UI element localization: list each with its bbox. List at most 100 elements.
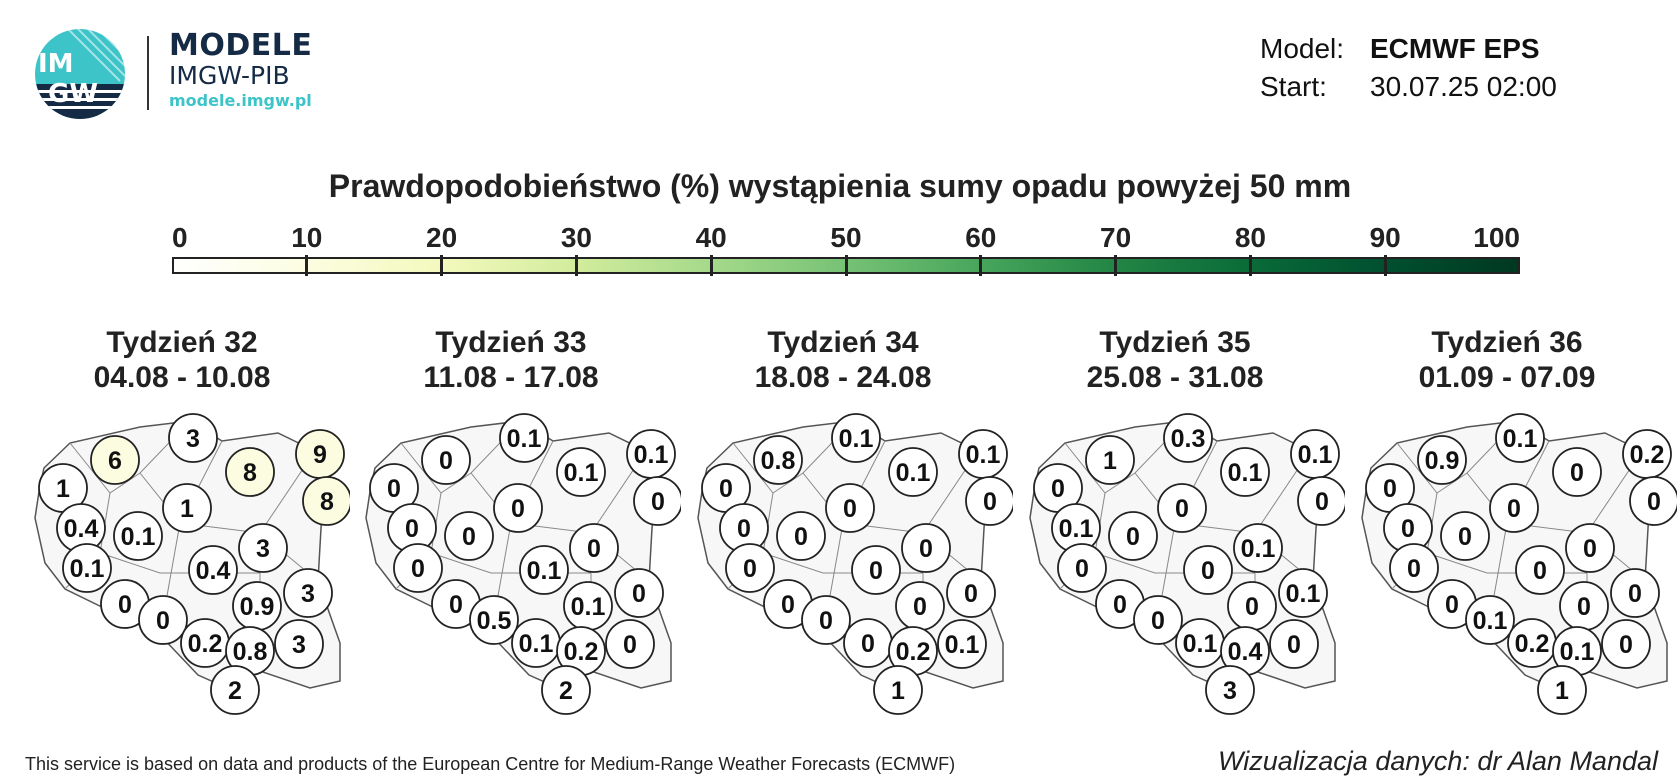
probability-value: 0 [1619,631,1633,659]
probability-circle [1233,523,1283,573]
probability-value: 0.4 [1228,638,1263,666]
region-probability-marker: 2 [541,665,591,715]
probability-circle [725,543,775,593]
probability-value: 1 [180,495,194,523]
region-probability-marker: 0.1 [831,413,881,463]
region-probability-marker: 0 [605,619,655,669]
probability-value: 0.1 [527,557,562,585]
region-probability-marker: 0 [965,476,1013,526]
region-probability-marker: 0 [1269,619,1319,669]
region-probability-marker: 2 [210,665,260,715]
probability-circle [210,665,260,715]
probability-value: 0 [1533,557,1547,585]
probability-circle [801,595,851,645]
region-probability-marker: 0.1 [937,619,987,669]
week-title: Tydzień 35 25.08 - 31.08 [1060,325,1290,395]
probability-value: 0.2 [564,638,599,666]
scale-tick-label: 40 [695,222,727,253]
probability-circle [901,523,951,573]
scale-tick-label: 90 [1369,222,1401,253]
region-probability-marker: 0.1 [1290,429,1340,479]
region-probability-marker: 0 [825,483,875,533]
scale-tick [1114,255,1118,276]
week-number: Tydzień 32 [106,326,258,359]
region-probability-marker: 0.5 [469,595,519,645]
probability-value: 0.1 [1286,580,1321,608]
probability-value: 0 [623,631,637,659]
probability-circle [499,413,549,463]
model-info: Model: ECMWF EPS Start: 30.07.25 02:00 [1260,30,1557,106]
region-probability-marker: 0.2 [888,626,938,676]
region-probability-marker: 0.9 [232,581,282,631]
region-probability-marker: 0.3 [1163,413,1213,463]
scale-tick [709,255,713,276]
region-probability-marker: 0.1 [511,618,561,668]
region-probability-marker: 0.8 [225,626,275,676]
region-probability-marker: 0 [801,595,851,645]
probability-value: 6 [108,447,122,475]
probability-circle [851,545,901,595]
probability-value: 0 [1315,488,1329,516]
probability-circle [1515,545,1565,595]
region-probability-marker: 8 [225,447,275,497]
scale-tick [574,255,578,276]
scale-tick [844,255,848,276]
probability-value: 0 [843,495,857,523]
source-notice: This service is based on data and produc… [25,754,956,774]
probability-value: 0.1 [70,555,105,583]
probability-value: 0 [1401,515,1415,543]
probability-circle [162,483,212,533]
probability-circle [1552,447,1602,497]
region-probability-marker: 0 [421,435,471,485]
week-panel: Tydzień 32 04.08 - 10.08 6 3 1 8 9 8 0.4 0.1 1 3 0.1… [10,325,350,715]
probability-value: 0 [405,515,419,543]
page-title: Prawdopodobieństwo (%) wystąpienia sumy … [328,168,1352,204]
probability-value: 3 [292,631,306,659]
region-probability-marker: 3 [238,523,288,573]
probability-circle [753,435,803,485]
probability-circle [493,483,543,533]
probability-value: 0 [781,591,795,619]
probability-value: 0 [737,515,751,543]
probability-circle [1205,665,1255,715]
region-probability-marker: 0.2 [1507,618,1557,668]
probability-circle [1537,665,1587,715]
probability-value: 0 [719,475,733,503]
region-probability-marker: 0 [569,523,619,573]
probability-value: 1 [891,677,905,705]
probability-value: 0.1 [966,441,1001,469]
region-probability-marker: 0.1 [1175,618,1225,668]
probability-value: 0 [861,630,875,658]
probability-circle [614,568,664,618]
region-border [1396,420,1518,494]
model-value: ECMWF EPS [1370,33,1540,64]
probability-circle [1629,476,1677,526]
scale-tick [979,255,983,276]
week-title: Tydzień 34 18.08 - 24.08 [728,325,958,395]
probability-circle [444,511,494,561]
scale-tick [305,255,309,276]
probability-value: 0.1 [1059,515,1094,543]
week-number: Tydzień 33 [435,326,587,359]
region-probability-marker: 0.2 [1622,429,1672,479]
region-probability-marker: 0.1 [888,447,938,497]
brand-url-link[interactable]: modele.imgw.pl [169,91,312,110]
region-probability-marker: 0 [1515,545,1565,595]
probability-value: 3 [1223,677,1237,705]
scale-tick-label: 10 [291,222,323,253]
scale-tick [1248,255,1252,276]
region-probability-marker: 0.2 [180,618,230,668]
svg-text:GW: GW [48,79,98,109]
probability-value: 0 [1583,535,1597,563]
scale-tick-label: 30 [560,222,592,253]
region-probability-marker: 0 [1365,463,1415,513]
region-probability-marker: 0 [1183,545,1233,595]
week-number: Tydzień 36 [1431,326,1583,359]
probability-value: 0.8 [233,638,268,666]
probability-circle [776,511,826,561]
region-probability-marker: 1 [1085,435,1135,485]
poland-map: 6 3 1 8 9 8 0.4 0.1 1 3 0.1 0.4 3 0 0.9 0 0.2 0.8 3 2 [34,413,350,715]
